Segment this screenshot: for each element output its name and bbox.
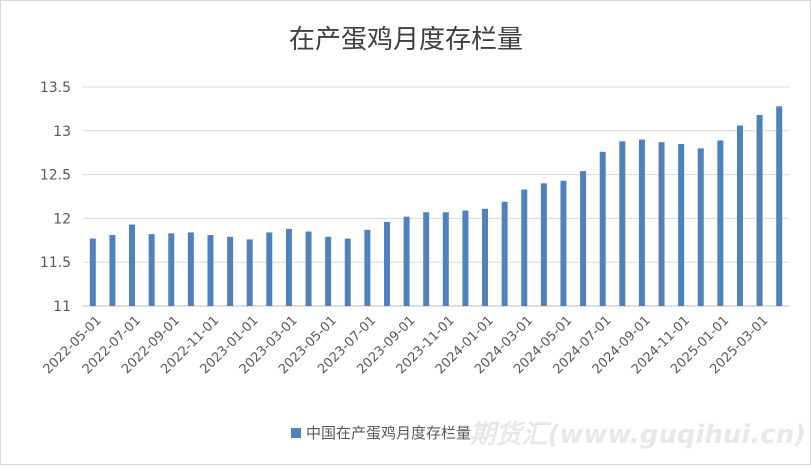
bar <box>207 235 214 306</box>
y-tick-label: 11.5 <box>40 255 71 271</box>
bar <box>325 236 332 306</box>
watermark: 期货汇(www.guqihui.cn) <box>469 420 806 450</box>
legend-label: 中国在产蛋鸡月度存栏量 <box>306 424 471 442</box>
bar <box>423 212 430 306</box>
y-tick-label: 13 <box>53 124 71 140</box>
bar <box>756 115 763 306</box>
bar <box>129 224 136 306</box>
bar <box>501 201 508 306</box>
chart-title: 在产蛋鸡月度存栏量 <box>289 25 523 55</box>
bar <box>462 210 469 306</box>
bar <box>109 235 116 306</box>
bar <box>599 151 606 306</box>
bar <box>364 229 371 306</box>
bar <box>736 125 743 306</box>
gridlines <box>83 86 789 307</box>
y-tick-label: 11 <box>53 299 71 315</box>
bar <box>148 234 155 306</box>
bar <box>383 221 390 306</box>
bars <box>89 106 783 306</box>
y-axis-ticks: 11 11.5 12 12.5 13 13.5 <box>40 80 71 315</box>
bar <box>266 232 273 306</box>
bar <box>638 139 645 306</box>
bar <box>344 238 351 306</box>
bar <box>697 148 704 306</box>
y-tick-label: 12 <box>53 211 71 227</box>
bar <box>403 216 410 306</box>
bar <box>305 231 312 306</box>
y-tick-label: 12.5 <box>40 168 71 184</box>
bar <box>658 142 665 306</box>
bar <box>442 212 449 306</box>
bar <box>246 239 253 306</box>
bar <box>285 228 292 306</box>
legend-swatch <box>291 428 301 438</box>
bar <box>540 183 547 306</box>
bar <box>187 232 194 306</box>
bar <box>521 189 528 306</box>
bar <box>776 106 783 306</box>
bar <box>482 208 489 306</box>
bar <box>89 238 96 306</box>
bar <box>560 180 567 306</box>
x-axis-ticks: 2022-05-012022-07-012022-09-012022-11-01… <box>41 313 772 377</box>
bar <box>227 236 234 306</box>
bar <box>678 143 685 306</box>
legend: 中国在产蛋鸡月度存栏量 <box>291 424 471 442</box>
bar <box>168 233 175 306</box>
bar <box>717 140 724 306</box>
y-tick-label: 13.5 <box>40 80 71 96</box>
bar <box>619 141 626 306</box>
bar <box>580 171 587 306</box>
